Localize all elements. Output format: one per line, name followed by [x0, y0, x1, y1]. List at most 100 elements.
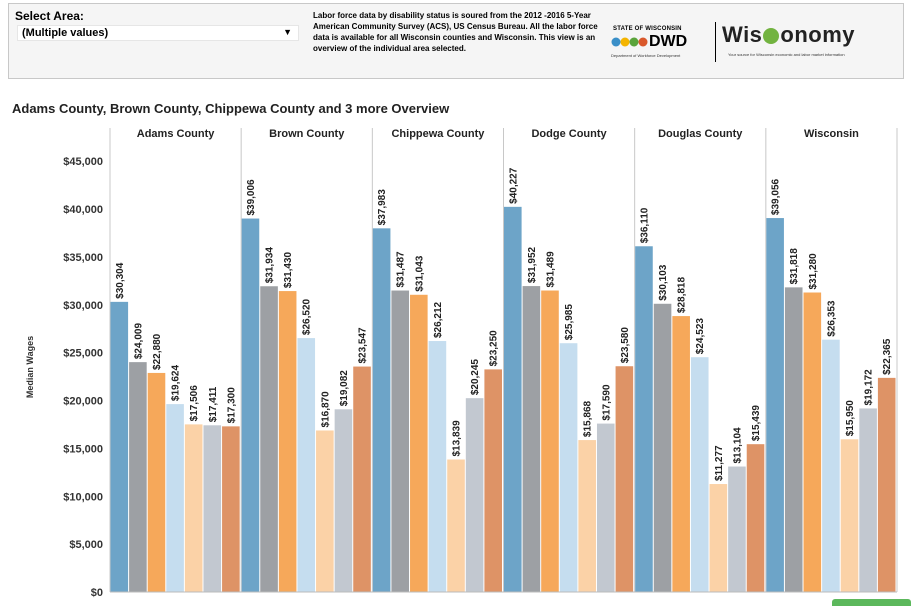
data-label: $17,506 — [189, 385, 200, 422]
category-header: Adams County — [137, 128, 216, 140]
bar — [166, 404, 184, 592]
wisconomy-tagline: Your source for Wisconsin economic and l… — [728, 52, 845, 57]
y-tick-label: $10,000 — [63, 491, 103, 503]
bar — [690, 357, 709, 592]
data-label: $16,870 — [320, 391, 331, 428]
select-area-dropdown[interactable]: (Multiple values) ▼ — [17, 25, 299, 41]
y-tick-label: $45,000 — [63, 156, 103, 168]
bar — [822, 339, 840, 592]
data-label: $17,300 — [226, 387, 237, 424]
category-header: Wisconsin — [804, 128, 859, 140]
bar — [672, 316, 690, 592]
bar — [635, 246, 653, 592]
data-label: $30,304 — [115, 262, 126, 299]
logo-divider — [715, 22, 716, 62]
y-tick-label: $25,000 — [63, 348, 103, 360]
corner-tab[interactable] — [832, 599, 911, 606]
bar — [596, 423, 615, 592]
bar — [504, 206, 522, 592]
bar — [447, 459, 465, 592]
data-label: $22,880 — [152, 333, 163, 370]
data-label: $15,439 — [751, 405, 762, 442]
bar — [746, 444, 765, 592]
bar — [147, 372, 166, 592]
data-label: $37,983 — [377, 189, 388, 226]
bar — [859, 408, 877, 592]
leaf-icon — [763, 28, 780, 44]
data-label: $26,520 — [302, 298, 313, 335]
bar — [653, 303, 672, 592]
data-label: $25,985 — [564, 304, 575, 341]
category-header: Douglas County — [658, 128, 743, 140]
dwd-subtitle: Department of Workforce Development — [611, 53, 681, 58]
bar — [297, 338, 316, 592]
y-tick-label: $0 — [91, 587, 103, 599]
bar — [260, 286, 278, 592]
bar — [803, 292, 822, 592]
bar — [877, 377, 896, 592]
bar — [316, 430, 334, 592]
data-label: $39,056 — [771, 178, 782, 215]
wisconomy-name: Wis onomy — [722, 22, 856, 47]
data-label: $31,952 — [527, 246, 538, 283]
bar — [465, 398, 484, 592]
data-label: $31,043 — [414, 255, 425, 292]
filter-panel: Select Area: (Multiple values) ▼ Labor f… — [8, 3, 904, 79]
y-tick-label: $35,000 — [63, 252, 103, 264]
data-label: $36,110 — [639, 207, 650, 243]
data-label: $23,250 — [489, 330, 500, 367]
data-label: $40,227 — [508, 167, 519, 204]
category-header: Brown County — [269, 128, 345, 140]
data-label: $31,487 — [396, 251, 407, 288]
select-area-label: Select Area: — [15, 9, 84, 23]
data-label: $39,006 — [246, 179, 257, 216]
median-wages-chart: $0 $5,000 $10,000 $15,000 $20,000 $25,000 $30,… — [25, 128, 898, 599]
data-label: $15,868 — [583, 400, 594, 437]
data-label: $26,212 — [433, 301, 444, 338]
data-label: $24,523 — [695, 318, 706, 355]
bar — [129, 362, 147, 592]
y-tick-label: $15,000 — [63, 443, 103, 455]
dropdown-arrow-icon[interactable]: ▼ — [283, 27, 292, 37]
data-label: $13,839 — [452, 420, 463, 457]
bar — [222, 426, 240, 592]
data-label: $31,818 — [789, 248, 800, 285]
bar — [709, 484, 728, 592]
data-label: $13,104 — [732, 427, 743, 464]
data-label: $17,411 — [208, 386, 219, 422]
bar — [391, 290, 410, 592]
data-label: $24,009 — [133, 323, 144, 360]
bar — [728, 466, 746, 592]
select-area-value: (Multiple values) — [22, 27, 109, 39]
bar — [241, 218, 260, 592]
bar — [184, 424, 203, 592]
bar — [615, 366, 634, 592]
bar — [578, 440, 596, 592]
bar — [840, 439, 859, 592]
y-axis-label: Median Wages — [25, 336, 35, 398]
bar — [372, 228, 391, 592]
data-label: $31,280 — [808, 253, 819, 290]
bar — [522, 286, 541, 592]
data-label: $26,353 — [826, 300, 837, 337]
data-label: $31,430 — [283, 251, 294, 288]
data-label: $20,245 — [470, 359, 481, 396]
bar — [541, 290, 559, 592]
bar — [559, 343, 578, 592]
wisconomy-logo: Wis onomy Your source for Wisconsin econo… — [722, 18, 902, 70]
category-header: Chippewa County — [391, 128, 485, 140]
data-label: $11,277 — [714, 445, 725, 481]
bar — [484, 369, 502, 592]
dwd-logo: STATE OF WISCONSIN DWD Department of Wor… — [609, 22, 701, 66]
data-description: Labor force data by disability status is… — [313, 11, 598, 53]
y-tick-label: $5,000 — [69, 539, 103, 551]
y-tick-label: $40,000 — [63, 204, 103, 216]
data-label: $17,590 — [601, 384, 612, 421]
data-label: $30,103 — [658, 264, 669, 301]
dwd-state-text: STATE OF WISCONSIN — [613, 26, 682, 32]
y-tick-label: $30,000 — [63, 300, 103, 312]
data-label: $19,624 — [171, 365, 182, 402]
chart-title: Adams County, Brown County, Chippewa Cou… — [12, 101, 450, 116]
bar — [110, 301, 129, 592]
data-label: $19,172 — [864, 369, 875, 406]
